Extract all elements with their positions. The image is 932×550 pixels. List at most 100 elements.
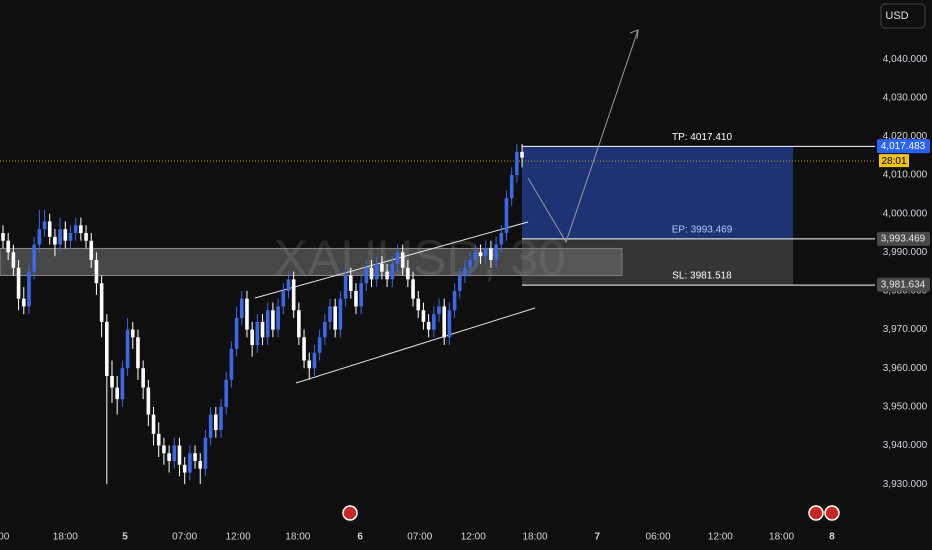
y-tick-label: 3,940.000 <box>883 440 928 451</box>
candle-body <box>504 198 509 233</box>
y-tick-label: 4,020.000 <box>883 131 928 142</box>
candle-body <box>1 232 5 241</box>
candle-body <box>432 314 436 330</box>
x-tick-label: 07:00 <box>172 532 197 543</box>
candle-body <box>167 453 171 461</box>
candle-body <box>276 306 280 330</box>
candle-body <box>224 379 228 407</box>
x-tick-label: 8 <box>829 532 835 543</box>
candle-body <box>297 310 301 338</box>
candle-body <box>400 252 405 268</box>
candle-body <box>208 414 213 438</box>
y-tick-label: 4,000.000 <box>883 208 928 219</box>
candle-body <box>291 279 296 311</box>
y-tick-label: 3,990.000 <box>883 247 928 258</box>
candle-body <box>11 252 16 268</box>
candle-body <box>364 267 369 284</box>
projection-arrow <box>527 29 639 244</box>
candle-body <box>68 232 73 241</box>
candle-body <box>79 225 83 233</box>
candle-body <box>162 445 166 454</box>
candle-body <box>120 368 125 400</box>
candle-body <box>125 329 130 369</box>
y-tick-label: 3,930.000 <box>883 479 928 490</box>
event-flag[interactable] <box>342 505 358 521</box>
candle-body <box>463 267 467 276</box>
candle-body <box>468 260 472 268</box>
candle-body <box>307 360 312 369</box>
candle-body <box>338 298 343 330</box>
candle-body <box>203 437 208 469</box>
candle-body <box>146 387 151 415</box>
candle-body <box>348 275 353 291</box>
y-tick-label: 3,970.000 <box>883 324 928 335</box>
candle-body <box>32 244 36 272</box>
channel-lower <box>295 307 536 384</box>
candle-body <box>141 368 145 388</box>
price-label: 3,981.634 <box>881 279 926 290</box>
candle-body <box>6 240 11 253</box>
candle-body <box>151 414 156 434</box>
candle-body <box>89 240 94 261</box>
candle-body <box>110 375 114 388</box>
candle-body <box>483 248 488 257</box>
x-tick-label: 12:00 <box>226 532 251 543</box>
candle-body <box>343 275 348 299</box>
x-tick-label: 12:00 <box>0 532 10 543</box>
countdown-box <box>879 154 909 168</box>
x-tick-label: 06:00 <box>646 532 671 543</box>
candles <box>1 144 524 485</box>
candle-body <box>37 229 42 245</box>
x-tick-label: 7 <box>595 532 601 543</box>
x-tick-label: 12:00 <box>461 532 486 543</box>
candle-body <box>426 321 431 330</box>
candle-body <box>265 310 270 338</box>
candle-body <box>73 225 78 233</box>
candle-body <box>385 271 389 280</box>
candle-body <box>21 298 26 307</box>
candle-body <box>99 283 104 322</box>
event-flag[interactable] <box>824 505 840 521</box>
candle-body <box>317 337 322 353</box>
candle-body <box>84 232 88 241</box>
candle-body <box>260 321 265 338</box>
price-label-box <box>877 231 930 246</box>
candle-body <box>156 433 161 446</box>
event-flags <box>342 505 840 521</box>
x-tick-label: 5 <box>122 532 128 543</box>
level-label: TP: 4017.410 <box>672 132 732 143</box>
level-label: SL: 3981.518 <box>672 271 732 282</box>
candle-body <box>499 232 504 245</box>
loss-box <box>522 238 793 286</box>
candle-body <box>395 252 400 264</box>
candle-body <box>333 306 337 330</box>
x-tick-label: 07:00 <box>407 532 432 543</box>
x-tick-label: 18:00 <box>523 532 548 543</box>
candle-body <box>255 321 260 346</box>
watermark: XAUUSD, 30 <box>274 230 566 286</box>
candle-body <box>42 221 47 230</box>
candle-body <box>437 306 441 315</box>
x-tick-label: 18:00 <box>53 532 78 543</box>
candle-body <box>359 283 363 307</box>
candle-body <box>198 460 203 469</box>
x-tick-label: 12:00 <box>708 532 733 543</box>
candle-body <box>115 387 119 400</box>
candle-body <box>214 414 218 431</box>
y-tick-label: 4,040.000 <box>883 54 928 65</box>
candle-body <box>380 263 384 272</box>
event-flag[interactable] <box>808 505 824 521</box>
candle-body <box>239 298 244 318</box>
candle-body <box>406 267 410 280</box>
candle-body <box>447 310 452 338</box>
candle-body <box>473 252 478 261</box>
level-label: EP: 3993.469 <box>672 225 733 236</box>
candle-body <box>452 290 457 311</box>
candle-body <box>130 329 135 338</box>
candle-body <box>27 271 31 307</box>
candle-body <box>245 298 249 330</box>
y-tick-label: 4,010.000 <box>883 170 928 181</box>
y-tick-label: 3,960.000 <box>883 363 928 374</box>
currency-button[interactable] <box>880 3 926 29</box>
